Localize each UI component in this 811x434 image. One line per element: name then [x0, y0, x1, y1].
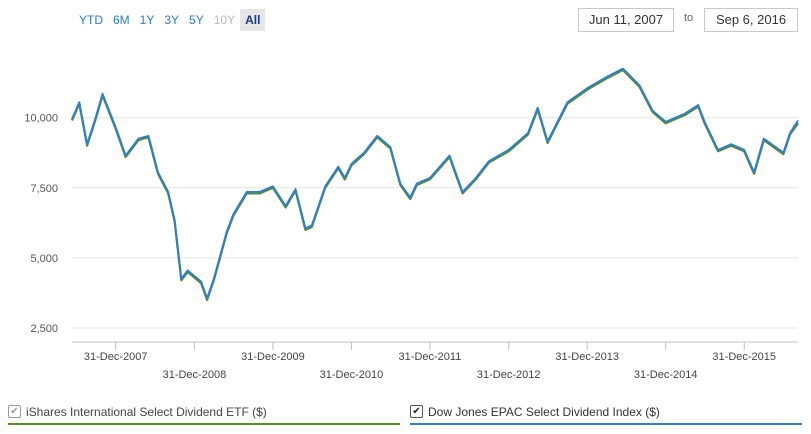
x-tick-label: 31-Dec-2007 [84, 351, 148, 363]
x-tick-label: 31-Dec-2009 [241, 351, 305, 363]
checkbox-icon[interactable]: ✔ [8, 405, 21, 418]
range-button-1y[interactable]: 1Y [139, 13, 155, 27]
range-button-ytd[interactable]: YTD [79, 13, 103, 27]
series-line-index [71, 67, 799, 300]
range-button-3y[interactable]: 3Y [164, 13, 180, 27]
y-tick-label: 5,000 [30, 253, 58, 265]
date-to-input[interactable]: Sep 6, 2016 [704, 8, 798, 32]
legend-label-etf: iShares International Select Dividend ET… [26, 404, 267, 419]
x-axis: 31-Dec-2007 31-Dec-2008 31-Dec-2009 31-Dec-… [72, 341, 798, 381]
range-button-6m[interactable]: 6M [113, 13, 130, 27]
legend-underline-index [410, 423, 802, 425]
range-selector: YTD 6M 1Y 3Y 5Y 10Y All [74, 9, 266, 31]
range-button-10y: 10Y [213, 13, 236, 27]
y-tick-label: 2,500 [30, 323, 58, 335]
x-tick-label: 31-Dec-2014 [634, 369, 698, 381]
range-button-all[interactable]: All [240, 9, 266, 31]
legend-item-index[interactable]: ✔ Dow Jones EPAC Select Dividend Index (… [410, 398, 802, 425]
y-axis: 2,500 5,000 7,500 10,000 [24, 113, 58, 335]
grid-lines [72, 117, 798, 329]
x-tick-label: 31-Dec-2015 [712, 351, 776, 363]
date-to-label: to [684, 12, 694, 24]
x-tick-label: 31-Dec-2013 [555, 351, 619, 363]
x-tick-label: 31-Dec-2010 [320, 369, 384, 381]
legend-label-index: Dow Jones EPAC Select Dividend Index ($) [428, 404, 660, 419]
y-tick-label: 7,500 [30, 183, 58, 195]
series-line-etf [70, 68, 799, 301]
checkbox-icon[interactable]: ✔ [410, 405, 423, 418]
plot-area [70, 67, 799, 301]
y-tick-label: 10,000 [24, 113, 58, 125]
legend-underline-etf [8, 423, 400, 425]
x-tick-label: 31-Dec-2011 [399, 351, 462, 363]
range-button-5y[interactable]: 5Y [189, 13, 204, 27]
x-tick-label: 31-Dec-2008 [163, 369, 227, 381]
legend-item-etf[interactable]: ✔ iShares International Select Dividend … [8, 398, 400, 425]
date-from-input[interactable]: Jun 11, 2007 [578, 8, 674, 32]
x-tick-label: 31-Dec-2012 [477, 369, 541, 381]
